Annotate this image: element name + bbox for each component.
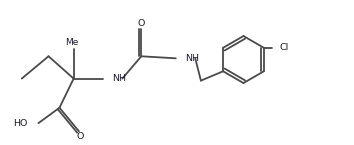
Text: O: O: [138, 19, 145, 28]
Text: NH: NH: [185, 54, 200, 63]
Text: NH: NH: [113, 74, 127, 83]
Text: Cl: Cl: [279, 43, 289, 52]
Text: Me: Me: [65, 38, 78, 47]
Text: HO: HO: [13, 119, 27, 128]
Text: O: O: [76, 132, 84, 141]
